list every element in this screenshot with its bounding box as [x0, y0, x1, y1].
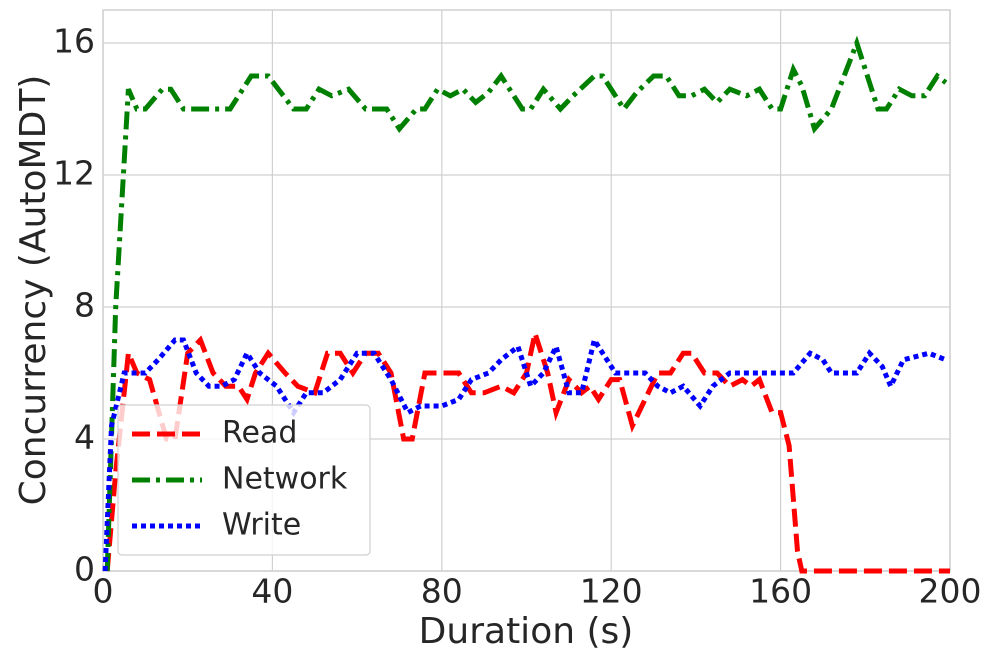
y-axis-label: Concurrency (AutoMDT): [13, 75, 54, 506]
y-tick-label: 4: [74, 418, 95, 457]
legend: Read Network Write: [117, 404, 371, 556]
x-tick-label: 0: [93, 572, 114, 611]
x-tick-label: 80: [421, 572, 463, 611]
y-tick-label: 12: [53, 154, 95, 193]
series-line: [104, 35, 948, 572]
series-line: [102, 333, 947, 572]
x-tick-label: 120: [580, 572, 643, 611]
x-tick-label: 200: [919, 572, 982, 611]
y-tick-label: 0: [74, 550, 95, 589]
legend-label: Write: [222, 508, 301, 543]
legend-label: Read: [222, 416, 297, 451]
y-tick-label: 8: [74, 286, 95, 325]
x-tick-label: 160: [749, 572, 812, 611]
x-axis-label: Duration (s): [419, 611, 634, 652]
legend-label: Network: [222, 462, 348, 497]
lines: [102, 35, 950, 574]
x-tick-label: 40: [251, 572, 293, 611]
legend-box: [117, 404, 371, 556]
y-tick-label: 16: [53, 22, 95, 61]
